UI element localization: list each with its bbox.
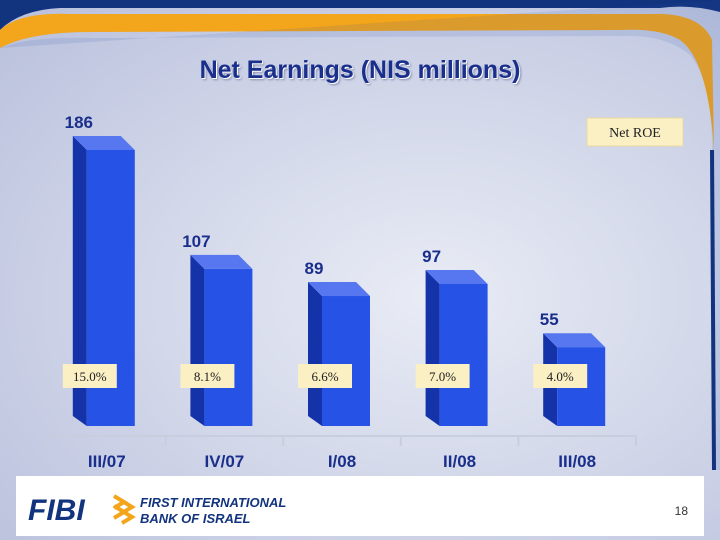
value-label: 186 [65, 113, 93, 132]
bar-side-face [308, 282, 322, 426]
category-label: III/08 [558, 452, 596, 471]
roe-legend: Net ROE [586, 117, 684, 147]
bar-top-face [190, 254, 253, 269]
roe-label-box [180, 364, 235, 388]
category-label: II/08 [443, 452, 476, 471]
roe-label: 8.1% [180, 364, 235, 388]
svg-text:FIRST INTERNATIONAL: FIRST INTERNATIONAL [140, 495, 286, 510]
page-number: 18 [674, 504, 688, 518]
roe-legend-label: Net ROE [609, 126, 661, 141]
roe-label: 4.0% [533, 364, 588, 388]
roe-label: 6.6% [298, 364, 352, 388]
bar-top-face [425, 269, 488, 284]
bar-top-face [543, 333, 606, 348]
bar-top-face [72, 136, 135, 150]
roe-label-text: 15.0% [73, 369, 107, 384]
bar-front-face [439, 283, 488, 426]
bar-side-face [425, 269, 440, 426]
roe-label-box [415, 364, 470, 388]
roe-label: 7.0% [415, 364, 470, 388]
roe-label-text: 7.0% [429, 369, 456, 384]
bar-front-face [204, 268, 253, 426]
footer: FIBI FIRST INTERNATIONAL BANK OF ISRAEL … [16, 476, 704, 536]
value-label: 97 [422, 247, 441, 266]
bar-top-face [308, 282, 370, 297]
labels-layer: 186 15.0% III/07 107 8.1% IV/07 89 6.6% I/08 97 7.… [47, 113, 637, 471]
bar-I/08 [308, 282, 370, 426]
fibi-logo: FIBI FIRST INTERNATIONAL BANK OF ISRAEL [28, 494, 286, 526]
roe-label: 15.0% [62, 364, 117, 388]
roe-label-text: 4.0% [547, 369, 574, 384]
bar-II/08 [425, 269, 488, 426]
value-label: 107 [182, 232, 210, 251]
svg-text:BANK OF ISRAEL: BANK OF ISRAEL [140, 511, 251, 526]
value-label: 89 [305, 259, 324, 278]
bar-side-face [190, 254, 205, 426]
category-label: III/07 [88, 452, 126, 471]
category-label: IV/07 [205, 452, 245, 471]
slide-title: Net Earnings (NIS millions) [199, 56, 521, 84]
svg-text:FIBI: FIBI [28, 494, 85, 526]
bar-side-face [72, 136, 87, 426]
roe-label-box [298, 364, 352, 388]
value-label: 55 [540, 310, 559, 329]
bar-front-face [322, 296, 370, 426]
roe-label-box [62, 364, 117, 388]
category-label: I/08 [328, 452, 356, 471]
roe-label-box [533, 364, 588, 388]
logo-mark-icon [112, 494, 136, 525]
roe-label-text: 6.6% [311, 369, 338, 384]
bar-IV/07 [190, 254, 253, 426]
roe-label-text: 8.1% [194, 369, 221, 384]
